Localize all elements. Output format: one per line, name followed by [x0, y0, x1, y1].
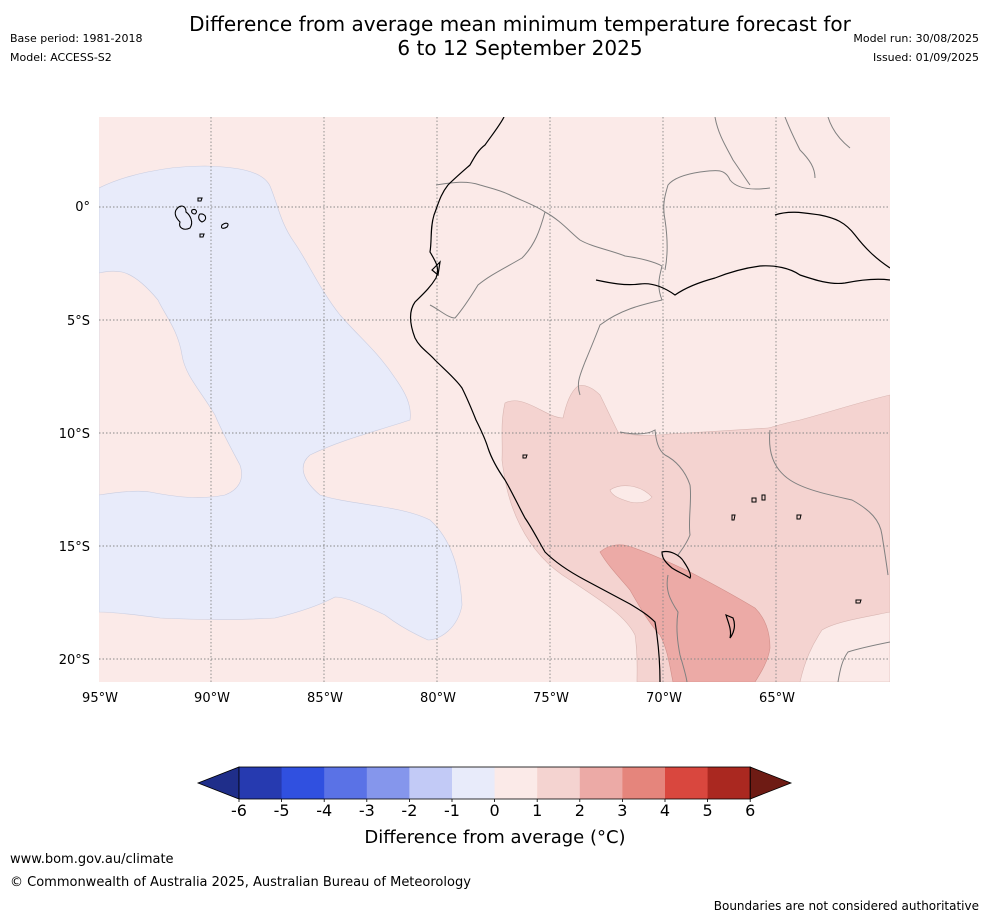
colorbar-title: Difference from average (°C) — [364, 827, 626, 848]
lon-label: 80°W — [420, 691, 456, 706]
lon-label: 95°W — [82, 691, 118, 706]
anomaly-zone-lower-right — [799, 611, 890, 682]
colorbar-tick-label: -5 — [274, 801, 290, 820]
issued-date: Issued: 01/09/2025 — [872, 51, 979, 64]
colorbar-extend-high — [749, 766, 793, 800]
colorbar: -6 -5 -4 -3 -2 -1 0 1 2 3 4 5 6 — [196, 766, 793, 820]
model-run: Model run: 30/08/2025 — [853, 32, 979, 45]
colorbar-extend-low — [196, 766, 240, 800]
lon-label: 90°W — [194, 691, 230, 706]
colorbar-tick-label: 6 — [745, 801, 755, 820]
colorbar-tick-label: 5 — [703, 801, 713, 820]
colorbar-swatch — [707, 767, 751, 799]
colorbar-tick-label: 2 — [575, 801, 585, 820]
colorbar-tick-label: -4 — [316, 801, 332, 820]
colorbar-swatch — [239, 767, 283, 799]
map-title: Difference from average mean minimum tem… — [120, 12, 920, 60]
colorbar-swatch — [409, 767, 453, 799]
map-area — [99, 117, 890, 682]
colorbar-swatch — [537, 767, 581, 799]
lon-label: 65°W — [759, 691, 795, 706]
small-islands — [522, 454, 862, 604]
footer-url[interactable]: www.bom.gov.au/climate — [10, 852, 174, 867]
anomaly-zone-hole — [609, 485, 653, 504]
colorbar-swatch — [281, 767, 325, 799]
galapagos-islands — [174, 197, 229, 238]
colorbar-tick-label: 3 — [617, 801, 627, 820]
longitude-labels: 95°W 90°W 85°W 80°W 75°W 70°W 65°W — [82, 691, 795, 706]
colorbar-swatch — [494, 767, 538, 799]
lat-label: 5°S — [67, 314, 90, 329]
colorbar-swatch — [452, 767, 496, 799]
base-period: Base period: 1981-2018 — [10, 32, 143, 45]
colorbar-swatch — [622, 767, 666, 799]
colorbar-swatch — [366, 767, 410, 799]
anomaly-zone-neg1-0 — [99, 165, 463, 641]
title-line-2: 6 to 12 September 2025 — [397, 36, 643, 60]
lat-label: 10°S — [59, 427, 90, 442]
colorbar-tick-label: -3 — [359, 801, 375, 820]
lat-label: 20°S — [59, 653, 90, 668]
colorbar-tick-label: 1 — [532, 801, 542, 820]
colorbar-swatch — [324, 767, 368, 799]
lon-label: 70°W — [646, 691, 682, 706]
colorbar-tick-label: 4 — [660, 801, 670, 820]
title-line-1: Difference from average mean minimum tem… — [189, 12, 851, 36]
anomaly-zone-1-2 — [501, 385, 890, 682]
lon-label: 75°W — [533, 691, 569, 706]
country-borders — [429, 117, 890, 682]
lon-label: 85°W — [307, 691, 343, 706]
colorbar-swatch — [665, 767, 709, 799]
anomaly-zone-2-3 — [599, 544, 771, 682]
coastline — [409, 117, 890, 682]
lat-label: 0° — [75, 200, 90, 215]
colorbar-tick-label: 0 — [490, 801, 500, 820]
lat-label: 15°S — [59, 540, 90, 555]
footer-copyright: © Commonwealth of Australia 2025, Austra… — [10, 875, 471, 890]
model-name: Model: ACCESS-S2 — [10, 51, 112, 64]
footer-disclaimer: Boundaries are not considered authoritat… — [713, 899, 979, 913]
latitude-labels: 0° 5°S 10°S 15°S 20°S — [59, 200, 90, 668]
graticule — [99, 117, 890, 682]
colorbar-swatch — [579, 767, 623, 799]
colorbar-tick-label: -2 — [401, 801, 417, 820]
colorbar-tick-label: -1 — [444, 801, 460, 820]
colorbar-tick-label: -6 — [231, 801, 247, 820]
